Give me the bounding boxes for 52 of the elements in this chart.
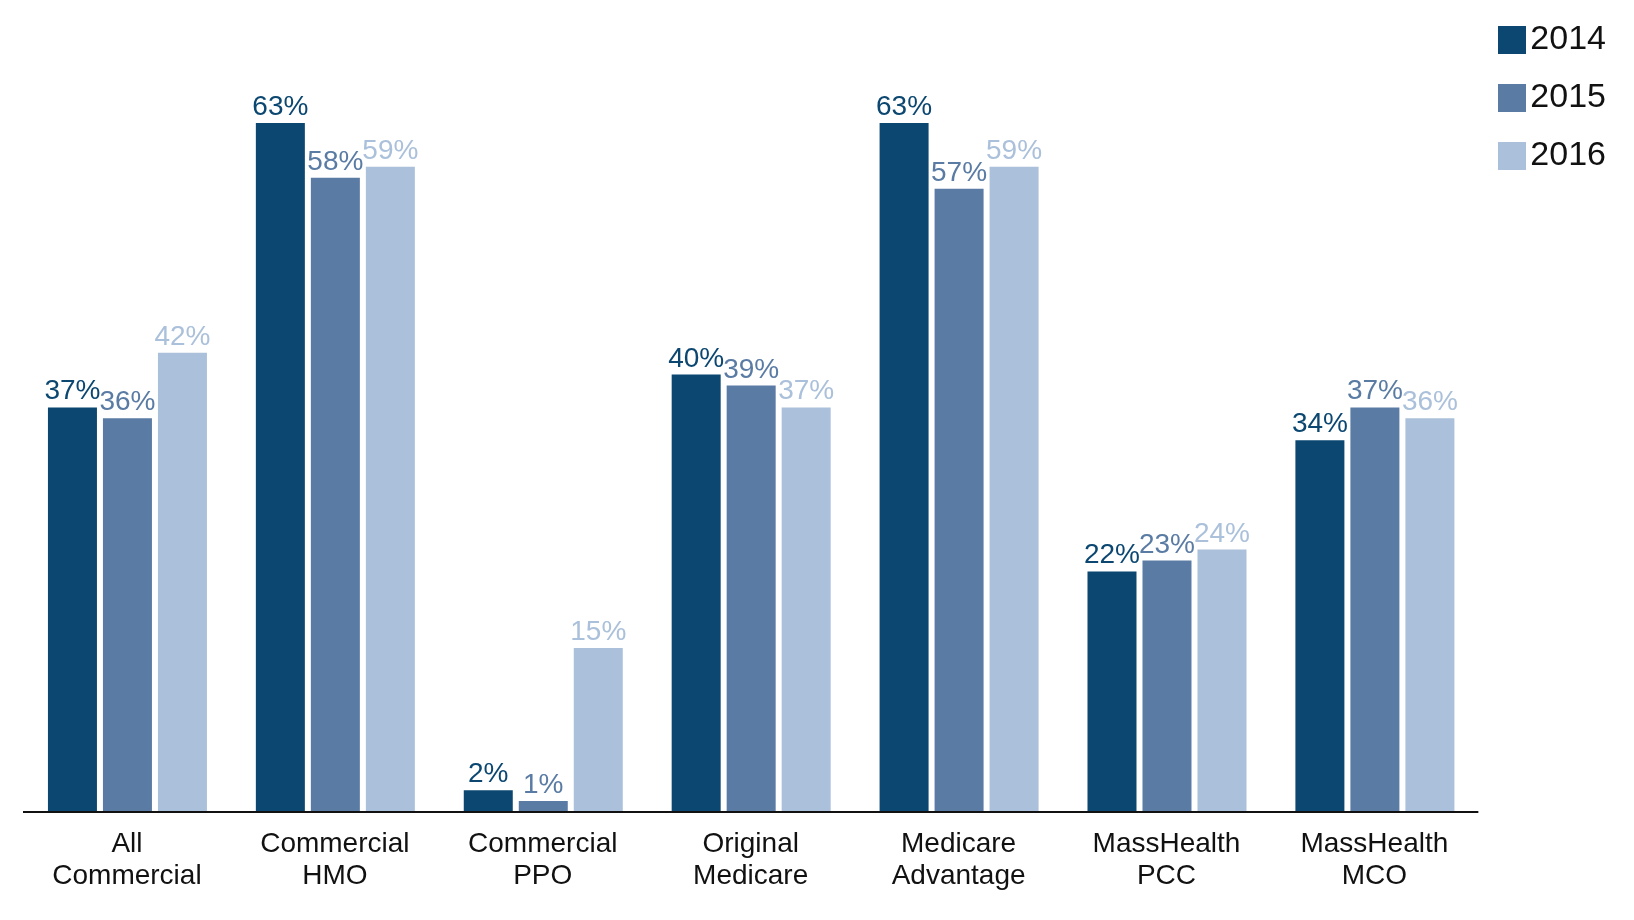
data-label: 40%: [668, 341, 725, 373]
data-label: 57%: [931, 155, 988, 187]
legend-label: 2016: [1530, 134, 1606, 172]
bar: [989, 166, 1039, 812]
x-tick-label: Medicare Advantage: [891, 827, 1026, 890]
data-label: 36%: [1401, 385, 1458, 417]
bar: [1197, 549, 1247, 812]
x-tick-label: All Commercial: [52, 827, 202, 890]
legend-label: 2014: [1530, 18, 1606, 56]
data-label: 34%: [1291, 407, 1348, 439]
bar: [934, 188, 984, 812]
data-label: 59%: [986, 133, 1043, 165]
data-label: 23%: [1138, 527, 1196, 559]
bar: [1087, 571, 1137, 812]
bar: [47, 407, 97, 812]
bar: [879, 123, 929, 812]
x-tick-label: MassHealth MCO: [1300, 827, 1449, 890]
data-label: 59%: [362, 133, 419, 165]
data-label: 39%: [723, 352, 780, 384]
x-tick-label: Commercial PPO: [468, 827, 618, 890]
bar: [518, 801, 568, 812]
x-tick-label: MassHealth PCC: [1092, 827, 1241, 890]
data-label: 37%: [1346, 374, 1403, 406]
bar: [671, 374, 721, 812]
bar: [365, 166, 415, 812]
bar: [1295, 440, 1345, 812]
data-label: 1%: [523, 768, 564, 800]
bar: [781, 407, 831, 812]
bar: [157, 352, 207, 812]
bar: [1142, 560, 1192, 812]
bar: [1350, 407, 1400, 812]
data-label: 36%: [99, 385, 156, 417]
x-tick-label: Original Medicare: [693, 827, 809, 890]
data-label: 63%: [876, 90, 933, 122]
data-label: 42%: [154, 319, 211, 351]
data-label: 63%: [252, 90, 309, 122]
data-label: 37%: [778, 374, 835, 406]
bar: [102, 418, 152, 812]
legend-label: 2015: [1530, 76, 1606, 114]
data-label: 22%: [1083, 538, 1141, 570]
data-label: 2%: [468, 757, 509, 789]
bar: [726, 385, 776, 812]
data-label: 37%: [44, 374, 101, 406]
x-tick-label: Commercial HMO: [260, 827, 410, 890]
bar: [463, 790, 513, 812]
data-label: 24%: [1193, 516, 1251, 548]
bar: [1405, 418, 1455, 812]
bar: [310, 177, 360, 812]
data-label: 58%: [307, 144, 364, 176]
data-label: 15%: [570, 614, 627, 646]
bar: [573, 647, 623, 812]
bar: [255, 123, 305, 812]
